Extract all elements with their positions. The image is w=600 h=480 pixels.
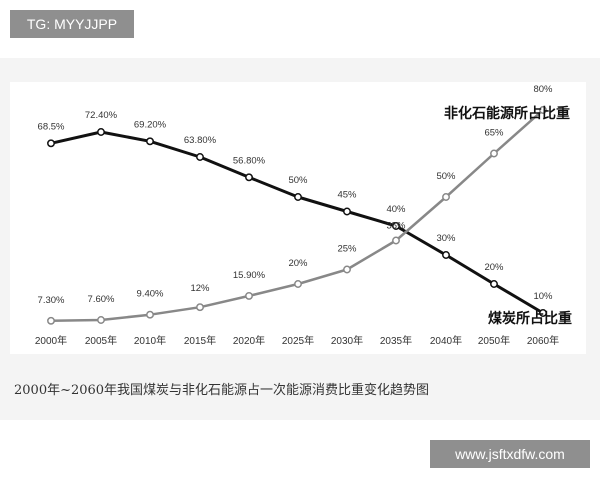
coal-series-name: 煤炭所占比重 (488, 310, 572, 327)
coal-data-point (343, 207, 351, 216)
watermark: www.jsftxdfw.com (430, 440, 590, 468)
x-tick-label: 2005年 (85, 334, 117, 347)
nonfossil-data-point (196, 303, 204, 312)
coal-data-label: 63.80% (184, 135, 217, 146)
coal-data-label: 56.80% (233, 155, 266, 166)
nonfossil-data-point (490, 149, 498, 158)
x-tick-label: 2040年 (430, 334, 462, 347)
nonfossil-data-point (97, 316, 105, 324)
coal-data-label: 69.20% (134, 119, 167, 130)
nonfossil-data-point (539, 106, 547, 114)
coal-data-point (146, 137, 154, 146)
nonfossil-data-point (343, 265, 351, 274)
chart-caption: 2000年~2060年我国煤炭与非化石能源占一次能源消费比重变化趋势图 (14, 383, 430, 398)
nonfossil-data-point (146, 310, 154, 319)
nonfossil-data-label: 12% (190, 283, 210, 294)
x-tick-label: 2050年 (478, 334, 510, 347)
coal-data-point (245, 173, 253, 182)
nonfossil-data-point (47, 316, 55, 325)
nonfossil-data-point (442, 193, 450, 201)
x-tick-label: 2015年 (184, 334, 216, 347)
coal-data-label: 68.5% (38, 121, 65, 132)
nonfossil-data-label: 25% (337, 244, 357, 255)
nonfossil-data-label: 7.60% (88, 294, 115, 305)
nonfossil-series-name: 非化石能源所占比重 (444, 105, 570, 122)
coal-data-label: 20% (484, 262, 504, 273)
nonfossil-series-line (50, 109, 544, 323)
x-tick-label: 2025年 (282, 334, 314, 347)
coal-data-point (97, 128, 105, 136)
coal-data-point (442, 251, 450, 259)
nonfossil-data-label: 50% (436, 171, 456, 182)
coal-data-point (490, 280, 498, 288)
x-tick-label: 2020年 (233, 334, 265, 347)
nonfossil-data-point (392, 236, 400, 245)
coal-data-label: 40% (386, 204, 406, 215)
nonfossil-data-label: 65% (484, 128, 504, 139)
nonfossil-data-label: 15.90% (233, 270, 266, 281)
tag-badge: TG: MYYJJPP (10, 10, 134, 38)
coal-data-point (47, 139, 55, 148)
coal-data-point (392, 222, 400, 230)
nonfossil-data-point (294, 280, 302, 288)
chart-panel: 68.5% 72.40% 69.20% 63.80% 56.80% 50% 45% 40% 30… (10, 82, 586, 354)
nonfossil-data-label: 9.40% (137, 289, 164, 300)
coal-data-point (196, 153, 204, 161)
x-tick-label: 2035年 (380, 334, 412, 347)
line-chart: 68.5% 72.40% 69.20% 63.80% 56.80% 50% 45% 40% 30… (35, 84, 572, 347)
x-tick-label: 2030年 (331, 334, 363, 347)
nonfossil-data-label: 20% (288, 258, 308, 269)
coal-data-label: 45% (337, 190, 357, 201)
nonfossil-data-label: 7.30% (38, 295, 65, 306)
coal-data-label: 50% (288, 175, 308, 186)
nonfossil-data-point (245, 291, 253, 300)
nonfossil-data-label: 80% (533, 84, 553, 95)
coal-data-label: 72.40% (85, 110, 118, 121)
coal-data-point (539, 309, 547, 317)
coal-data-label: 30% (436, 233, 456, 244)
x-tick-label: 2060年 (527, 334, 559, 347)
nonfossil-data-label: 35% (386, 221, 406, 232)
x-tick-label: 2010年 (134, 334, 166, 347)
coal-data-label: 10% (533, 291, 553, 302)
coal-data-point (294, 193, 302, 201)
x-tick-label: 2000年 (35, 334, 67, 347)
